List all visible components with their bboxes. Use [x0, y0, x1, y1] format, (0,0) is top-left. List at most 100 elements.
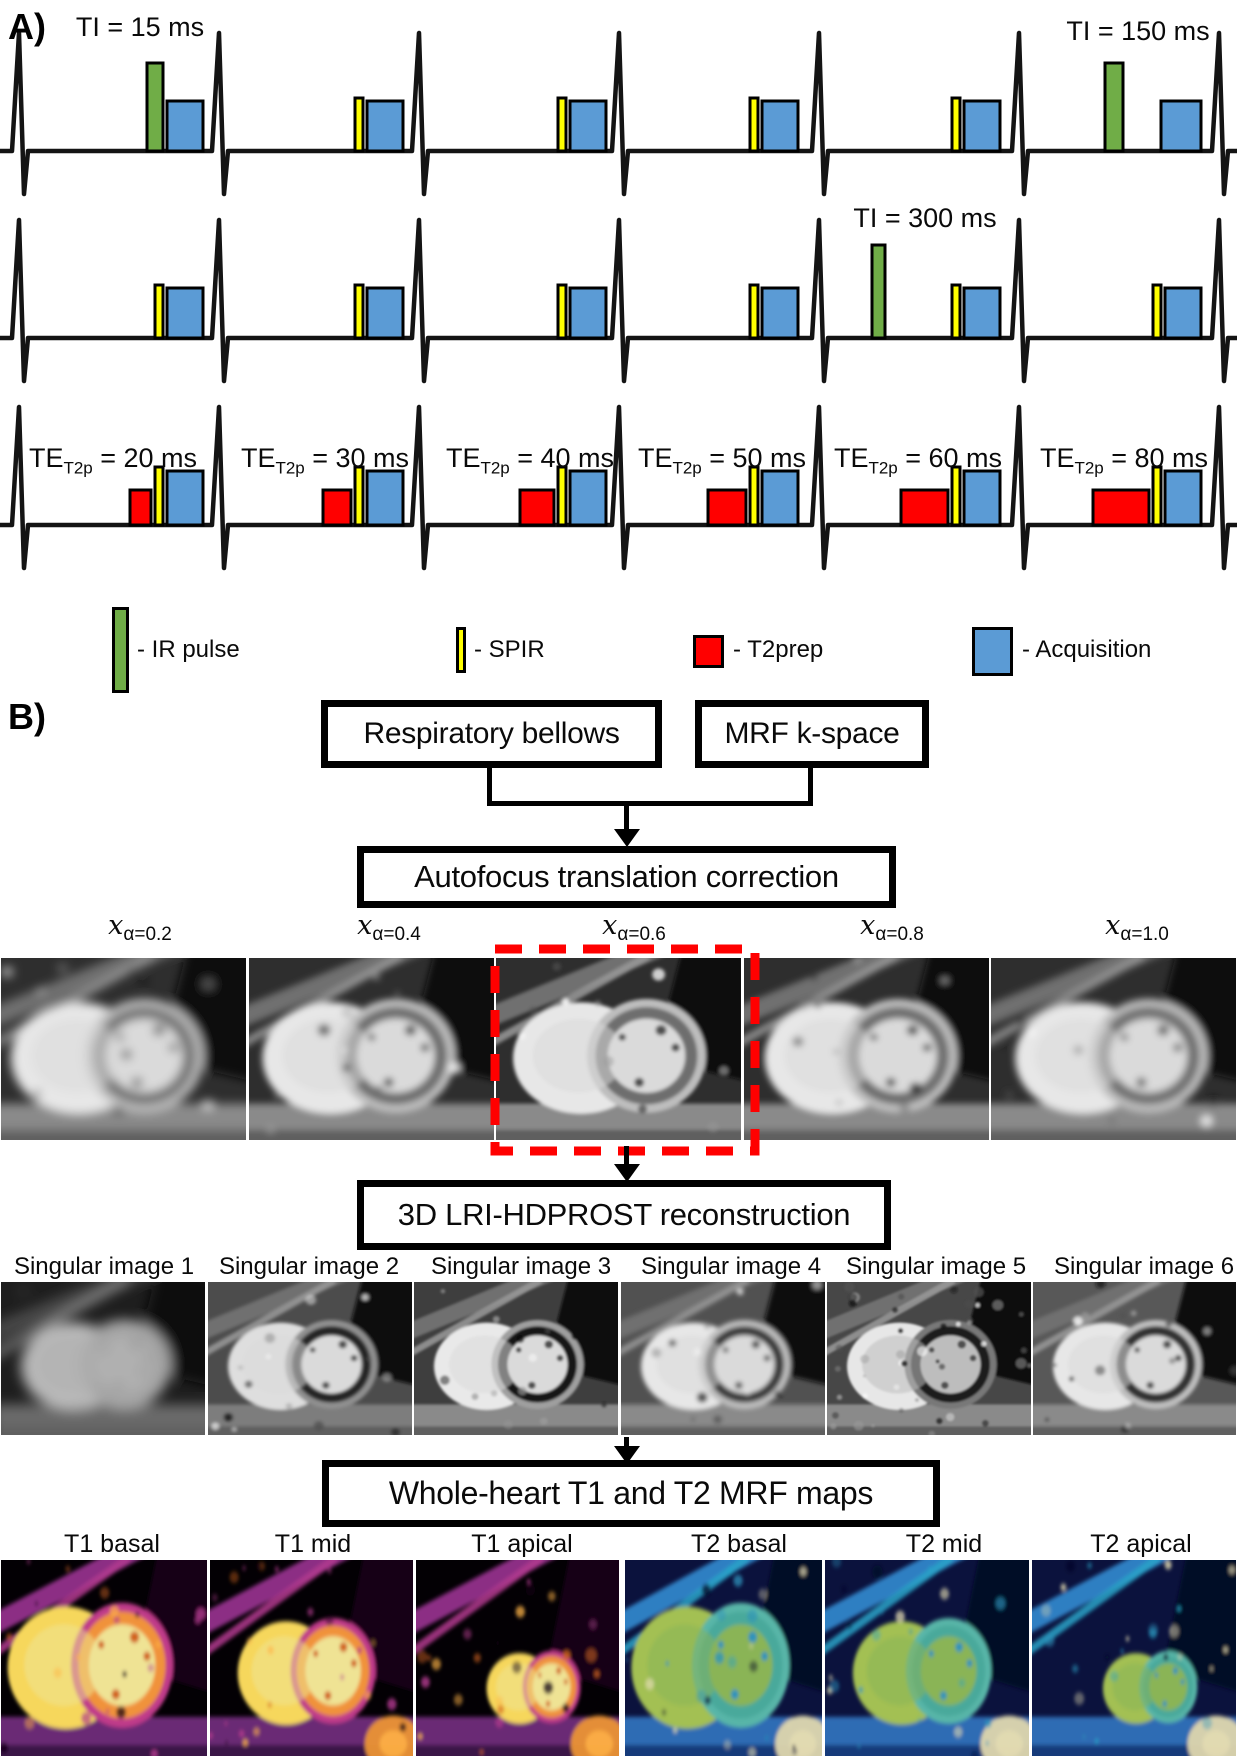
- spir-swatch: [456, 627, 466, 673]
- connector-line: [487, 768, 492, 806]
- alpha-base: x: [860, 910, 876, 941]
- autofocus-correction-box: Autofocus translation correction: [357, 846, 896, 908]
- t2prep-legend-label: - T2prep: [733, 636, 824, 663]
- mrf-kspace-label: MRF k-space: [724, 717, 900, 750]
- motion-image-alpha-0.2: [1, 958, 246, 1140]
- alpha-base: x: [357, 910, 373, 941]
- alpha-0.8-label: xα=0.8: [860, 910, 924, 946]
- te-sub: T2p: [275, 458, 305, 478]
- te-label-20ms: TET2p = 20 ms: [29, 443, 197, 478]
- te-sub: T2p: [868, 458, 898, 478]
- te-prefix: TE: [28, 443, 64, 473]
- ir-pulse-swatch: [112, 607, 129, 693]
- flow-arrow-stem: [624, 1146, 629, 1166]
- te-sub: T2p: [672, 458, 702, 478]
- alpha-1.0-label: xα=1.0: [1105, 910, 1169, 946]
- te-label-40ms: TET2p = 40 ms: [446, 443, 614, 478]
- te-label-80ms: TET2p = 80 ms: [1040, 443, 1208, 478]
- whole-heart-maps-label: Whole-heart T1 and T2 MRF maps: [388, 1475, 874, 1511]
- t1-basal-map: [1, 1560, 207, 1756]
- t2prep-swatch: [693, 635, 724, 668]
- te-label-30ms: TET2p = 30 ms: [241, 443, 409, 478]
- te-value: = 50 ms: [701, 443, 807, 473]
- flow-arrow-head: [614, 1446, 640, 1464]
- alpha-0.4-label: xα=0.4: [357, 910, 421, 946]
- singular-image-5-label: Singular image 5: [845, 1253, 1027, 1280]
- te-value: = 30 ms: [304, 443, 410, 473]
- singular-image-1-label: Singular image 1: [13, 1253, 195, 1280]
- te-sub: T2p: [1074, 458, 1104, 478]
- panel-b-label: B): [8, 696, 46, 737]
- autofocus-correction-label: Autofocus translation correction: [414, 859, 839, 894]
- te-prefix: TE: [833, 443, 869, 473]
- te-value: = 60 ms: [897, 443, 1003, 473]
- acquisition-legend-label: - Acquisition: [1022, 636, 1152, 663]
- flow-arrow-head: [614, 1164, 640, 1182]
- flow-arrow-stem: [624, 1437, 629, 1449]
- singular-image-6-label: Singular image 6: [1053, 1253, 1235, 1280]
- alpha-sub: α=1.0: [1120, 924, 1169, 946]
- t2-mid-label: T2 mid: [905, 1530, 983, 1558]
- whole-heart-maps-box: Whole-heart T1 and T2 MRF maps: [322, 1460, 940, 1527]
- te-value: = 40 ms: [509, 443, 615, 473]
- singular-image-3-label: Singular image 3: [430, 1253, 612, 1280]
- alpha-0.6-label: xα=0.6: [602, 910, 666, 946]
- alpha-sub: α=0.6: [617, 924, 666, 946]
- motion-image-alpha-0.4: [249, 958, 494, 1140]
- te-label-50ms: TET2p = 50 ms: [638, 443, 806, 478]
- t1-mid-map: [210, 1560, 413, 1756]
- alpha-base: x: [108, 910, 124, 941]
- t1-mid-label: T1 mid: [274, 1530, 352, 1558]
- t2-basal-map: [625, 1560, 822, 1756]
- te-prefix: TE: [445, 443, 481, 473]
- t2-mid-map: [825, 1560, 1029, 1756]
- respiratory-bellows-label: Respiratory bellows: [363, 717, 620, 750]
- alpha-base: x: [602, 910, 618, 941]
- motion-image-alpha-1.0: [991, 958, 1236, 1140]
- t2-basal-label: T2 basal: [691, 1530, 787, 1558]
- connector-line: [487, 801, 813, 806]
- singular-image-5: [827, 1282, 1031, 1435]
- te-value: = 20 ms: [92, 443, 198, 473]
- alpha-sub: α=0.4: [372, 924, 421, 946]
- flow-arrow-head: [614, 829, 640, 847]
- alpha-sub: α=0.8: [875, 924, 924, 946]
- singular-image-1: [1, 1282, 205, 1435]
- lri-hdprost-label: 3D LRI-HDPROST reconstruction: [397, 1197, 851, 1232]
- t1-apical-label: T1 apical: [471, 1530, 573, 1558]
- te-prefix: TE: [637, 443, 673, 473]
- connector-line: [808, 768, 813, 806]
- te-prefix: TE: [240, 443, 276, 473]
- ti-label-300ms: TI = 300 ms: [853, 203, 997, 233]
- ti-label-15ms: TI = 15 ms: [75, 12, 205, 42]
- selected-alpha-highlight: [490, 944, 760, 1156]
- singular-image-6: [1033, 1282, 1236, 1435]
- t2-apical-map: [1032, 1560, 1236, 1756]
- acquisition-swatch: [972, 627, 1013, 676]
- te-value: = 80 ms: [1103, 443, 1209, 473]
- ir-pulse-legend-label: - IR pulse: [137, 636, 240, 663]
- alpha-base: x: [1105, 910, 1121, 941]
- flow-arrow-stem: [624, 801, 629, 831]
- t1-basal-label: T1 basal: [64, 1530, 160, 1558]
- te-sub: T2p: [480, 458, 510, 478]
- te-label-60ms: TET2p = 60 ms: [834, 443, 1002, 478]
- t2-apical-label: T2 apical: [1090, 1530, 1192, 1558]
- singular-image-4-label: Singular image 4: [640, 1253, 822, 1280]
- alpha-0.2-label: xα=0.2: [108, 910, 172, 946]
- panel-a-label: A): [8, 6, 46, 47]
- motion-image-alpha-0.6: [496, 958, 741, 1140]
- respiratory-bellows-box: Respiratory bellows: [321, 700, 662, 768]
- singular-image-2-label: Singular image 2: [218, 1253, 400, 1280]
- singular-image-3: [414, 1282, 618, 1435]
- alpha-sub: α=0.2: [123, 924, 172, 946]
- motion-image-alpha-0.8: [744, 958, 989, 1140]
- t1-apical-map: [416, 1560, 619, 1756]
- singular-image-2: [208, 1282, 412, 1435]
- te-sub: T2p: [63, 458, 93, 478]
- ecg-pulse-sequence-diagram: [0, 30, 1237, 571]
- lri-hdprost-box: 3D LRI-HDPROST reconstruction: [357, 1180, 891, 1250]
- te-prefix: TE: [1039, 443, 1075, 473]
- ti-label-150ms: TI = 150 ms: [1066, 16, 1210, 46]
